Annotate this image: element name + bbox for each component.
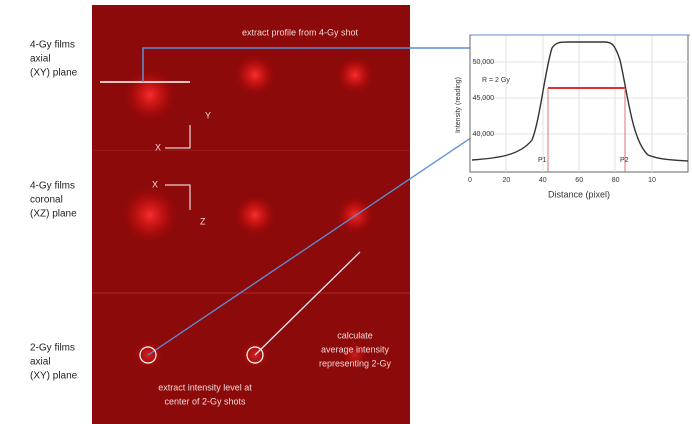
left-label-line: (XY) plane (30, 68, 78, 79)
x-tick-label: 60 (575, 177, 583, 184)
axis-letter: Z (200, 216, 206, 226)
note-line: representing 2-Gy (319, 358, 392, 368)
left-label-line: 4-Gy films (30, 40, 75, 51)
axis-letter: Y (205, 110, 211, 120)
profile-plot: R = 2 Gy P1 P2 Intensity (reading) Dista… (455, 35, 690, 199)
x-tick-label: 40 (539, 177, 547, 184)
note-line: average intensity (321, 344, 390, 354)
film-seam (92, 150, 410, 151)
x-ticks: 0 20 40 60 80 10 (468, 177, 656, 184)
x-tick-label: 20 (503, 177, 511, 184)
left-label-line: 2-Gy films (30, 343, 75, 354)
annotation: R = 2 Gy (482, 77, 510, 84)
y-axis-label: Intensity (reading) (455, 77, 462, 133)
x-axis-label: Distance (pixel) (548, 189, 610, 199)
left-label-line: coronal (30, 195, 63, 206)
image-note: extract profile from 4-Gy shot (242, 27, 359, 37)
note-line: extract intensity level at (158, 382, 252, 392)
axis-letter: X (152, 179, 158, 189)
film-seam (92, 292, 410, 294)
left-labels: 4-Gy films axial (XY) plane 4-Gy films coron… (30, 40, 78, 382)
marker-label: P2 (620, 157, 629, 164)
marker-label: P1 (538, 157, 547, 164)
left-label-line: (XZ) plane (30, 209, 77, 220)
y-tick-label: 45,000 (473, 95, 495, 102)
figure: extract profile from 4-Gy shot Y X X Z c… (0, 0, 692, 424)
left-label-line: axial (30, 54, 51, 65)
y-tick-label: 40,000 (473, 131, 495, 138)
left-label-line: axial (30, 357, 51, 368)
note-line: center of 2-Gy shots (164, 396, 246, 406)
left-label-line: (XY) plane (30, 371, 78, 382)
x-tick-label: 0 (468, 177, 472, 184)
left-label-line: 4-Gy films (30, 181, 75, 192)
axis-letter: X (155, 142, 161, 152)
y-tick-label: 50,000 (473, 59, 495, 66)
x-tick-label: 80 (612, 177, 620, 184)
note-line: calculate (337, 330, 373, 340)
x-tick-label: 10 (648, 177, 656, 184)
